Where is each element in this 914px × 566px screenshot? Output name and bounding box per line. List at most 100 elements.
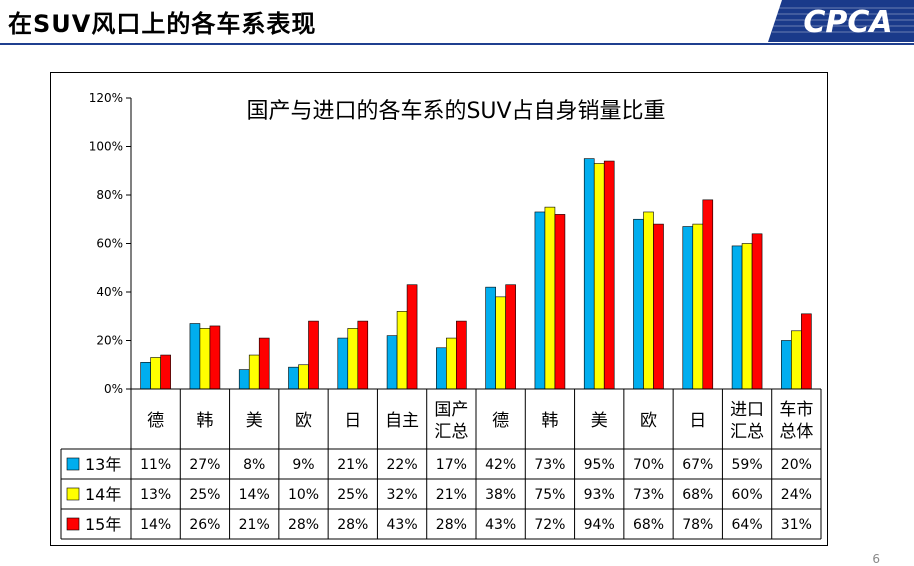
legend-key [66, 517, 80, 531]
data-label: 28% [288, 517, 319, 533]
bar [258, 337, 270, 390]
y-tick-label: 120% [89, 91, 123, 105]
category-label: 自主 [385, 411, 419, 431]
data-label: 68% [682, 487, 713, 503]
data-label: 21% [239, 517, 270, 533]
category-label: 韩 [196, 411, 213, 431]
data-label: 22% [387, 457, 418, 473]
legend-label: 13年 [85, 455, 121, 474]
data-label: 78% [682, 517, 713, 533]
data-label: 31% [781, 517, 812, 533]
bar [140, 362, 151, 390]
data-label: 20% [781, 457, 812, 473]
data-label: 38% [485, 487, 516, 503]
chart-title: 国产与进口的各车系的SUV占自身销量比重 [246, 99, 665, 124]
bar [781, 340, 792, 390]
y-tick-label: 40% [96, 285, 123, 299]
data-label: 93% [584, 487, 615, 503]
bar [534, 211, 546, 390]
data-label: 14% [140, 517, 171, 533]
bar [386, 335, 398, 390]
bar [554, 214, 566, 390]
data-label: 94% [584, 517, 615, 533]
data-label: 72% [534, 517, 565, 533]
category-label: 韩 [541, 411, 558, 431]
bar [692, 223, 704, 390]
data-label: 8% [243, 457, 265, 473]
bar [653, 223, 664, 390]
page-number: 6 [872, 552, 880, 566]
category-label: 国产 [434, 400, 468, 420]
bar [347, 328, 359, 390]
data-label: 24% [781, 487, 812, 503]
data-label: 25% [189, 487, 220, 503]
category-label: 车市 [779, 400, 813, 420]
legend-label: 15年 [85, 515, 121, 534]
bar [436, 347, 447, 390]
bar [189, 323, 201, 390]
data-label: 59% [732, 457, 763, 473]
category-label: 总体 [779, 422, 813, 442]
logo-text: CPCA [803, 5, 892, 40]
data-label: 60% [732, 487, 763, 503]
data-label: 68% [633, 517, 664, 533]
bar [791, 330, 802, 390]
legend-key [66, 487, 80, 501]
bar [495, 296, 506, 390]
bar [603, 160, 615, 390]
data-label: 11% [140, 457, 171, 473]
data-label: 10% [288, 487, 319, 503]
bar [308, 320, 319, 390]
category-label: 美 [246, 411, 263, 431]
bar [209, 325, 221, 390]
bar [544, 206, 556, 390]
legend-key [66, 457, 80, 471]
data-label: 9% [292, 457, 314, 473]
data-label: 43% [387, 517, 418, 533]
bar [288, 366, 299, 390]
data-label: 64% [732, 517, 763, 533]
data-label: 95% [584, 457, 615, 473]
data-label: 75% [534, 487, 565, 503]
legend-label: 14年 [85, 485, 121, 504]
bar [150, 357, 161, 390]
data-label: 43% [485, 517, 516, 533]
bar [731, 245, 743, 390]
category-label: 日 [689, 411, 706, 431]
bar [238, 369, 250, 390]
bar [682, 226, 694, 390]
bar [583, 158, 595, 390]
data-label: 70% [633, 457, 664, 473]
bar [396, 311, 408, 390]
bar [199, 328, 211, 390]
data-label: 14% [239, 487, 270, 503]
category-label: 欧 [295, 411, 312, 431]
y-tick-label: 80% [96, 188, 123, 202]
category-label: 美 [591, 411, 608, 431]
category-label: 日 [344, 411, 361, 431]
bar [357, 320, 369, 390]
data-label: 28% [436, 517, 467, 533]
category-label: 德 [492, 411, 509, 431]
data-label: 73% [633, 487, 664, 503]
slide-title: 在SUV风口上的各车系表现 [8, 10, 317, 38]
data-label: 28% [337, 517, 368, 533]
cpca-logo: CPCA [768, 0, 914, 42]
data-label: 21% [436, 487, 467, 503]
chart-frame: 国产与进口的各车系的SUV占自身销量比重 0% 20% 40% 60% 80% 100% 12… [50, 72, 828, 546]
bar [643, 211, 654, 390]
data-label: 32% [387, 487, 418, 503]
bar [406, 284, 418, 390]
title-divider [0, 43, 914, 45]
bar [337, 337, 349, 390]
data-label: 25% [337, 487, 368, 503]
category-label: 汇总 [434, 422, 468, 442]
bar [633, 218, 644, 390]
category-label: 德 [147, 411, 164, 431]
data-label: 42% [485, 457, 516, 473]
y-tick-label: 60% [96, 237, 123, 251]
data-label: 27% [189, 457, 220, 473]
y-tick-label: 0% [104, 382, 123, 396]
data-label: 13% [140, 487, 171, 503]
y-tick-label: 100% [89, 140, 123, 154]
